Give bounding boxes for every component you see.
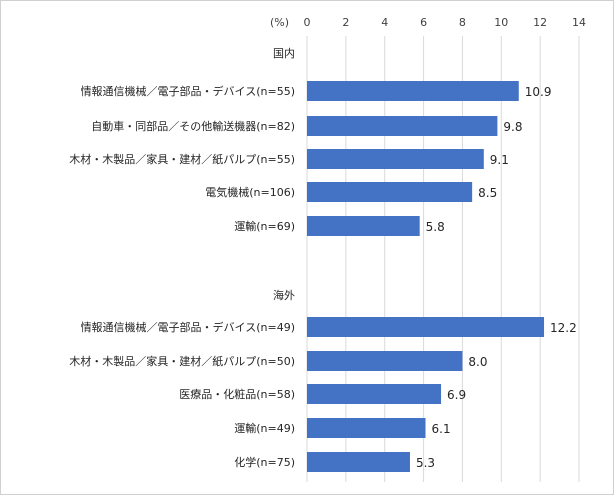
category-label: 電気機械(n=106): [205, 185, 295, 199]
category-label: 情報通信機械／電子部品・デバイス(n=49): [81, 320, 295, 334]
bar: [307, 452, 410, 472]
data-label: 8.0: [468, 355, 487, 369]
data-label: 6.1: [432, 422, 451, 436]
category-label: 運輸(n=69): [234, 219, 295, 233]
category-label: 運輸(n=49): [234, 421, 295, 435]
x-tick-label: 4: [381, 16, 388, 29]
x-tick-label: 8: [459, 16, 466, 29]
category-label: 木材・木製品／家具・建材／紙パルプ(n=50): [69, 354, 295, 368]
category-label: 化学(n=75): [234, 455, 295, 469]
bar: [307, 418, 426, 438]
category-label: 情報通信機械／電子部品・デバイス(n=55): [81, 84, 295, 98]
x-tick-label: 0: [304, 16, 311, 29]
data-label: 5.3: [416, 456, 435, 470]
category-label: 医療品・化粧品(n=58): [179, 387, 295, 401]
bar: [307, 116, 498, 136]
bar: [307, 182, 473, 202]
bar: [307, 81, 519, 101]
bar: [307, 149, 484, 169]
group-label: 国内: [273, 46, 295, 60]
data-label: 9.8: [503, 120, 522, 134]
category-label: 自動車・同部品／その他輸送機器(n=82): [91, 119, 295, 133]
data-label: 9.1: [490, 153, 509, 167]
x-tick-label: 6: [420, 16, 427, 29]
axis-unit-label: (%): [270, 16, 289, 29]
x-tick-label: 14: [572, 16, 586, 29]
bar: [307, 216, 420, 236]
x-tick-label: 12: [533, 16, 547, 29]
data-label: 6.9: [447, 388, 466, 402]
data-label: 10.9: [525, 85, 552, 99]
data-label: 5.8: [426, 220, 445, 234]
data-label: 12.2: [550, 321, 577, 335]
x-tick-label: 10: [494, 16, 508, 29]
bar: [307, 384, 442, 404]
category-label: 木材・木製品／家具・建材／紙パルプ(n=55): [69, 152, 295, 166]
group-label: 海外: [273, 288, 295, 302]
data-label: 8.5: [478, 186, 497, 200]
bar: [307, 317, 545, 337]
x-tick-label: 2: [342, 16, 349, 29]
bar: [307, 351, 463, 371]
